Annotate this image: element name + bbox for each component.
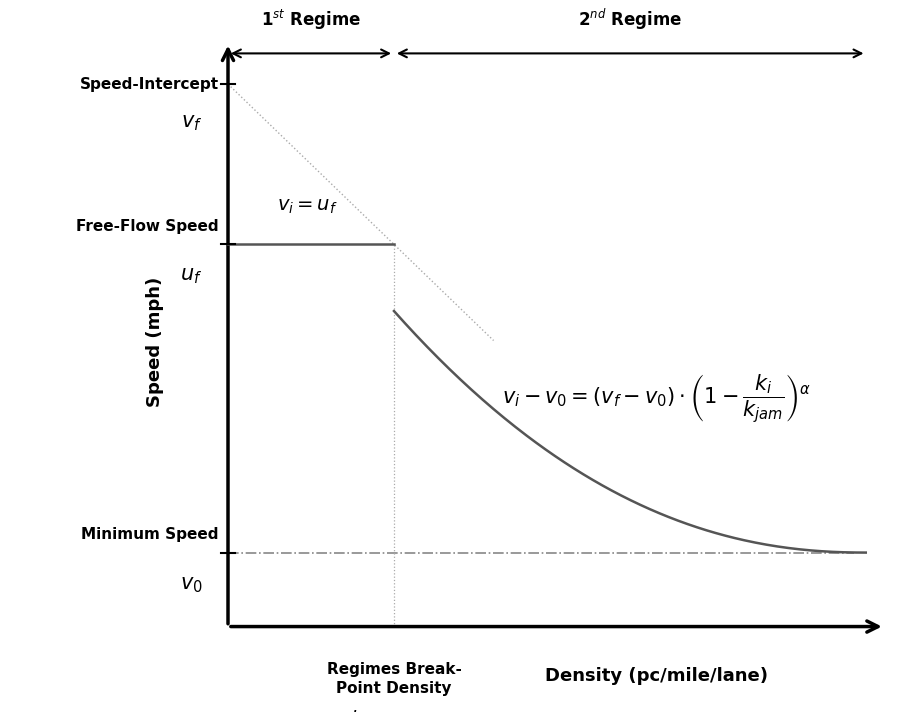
Text: 1$^{st}$ Regime: 1$^{st}$ Regime (261, 8, 361, 32)
Text: 2$^{nd}$ Regime: 2$^{nd}$ Regime (578, 7, 681, 32)
Text: $\mathit{v_i} - \mathit{v_0} = \left(\mathit{v_f} - \mathit{v_0}\right) \cdot \l: $\mathit{v_i} - \mathit{v_0} = \left(\ma… (502, 372, 810, 425)
Text: $\mathit{v_f}$: $\mathit{v_f}$ (180, 113, 202, 133)
Text: $\mathit{v_i} = \mathit{u_f}$: $\mathit{v_i} = \mathit{u_f}$ (277, 197, 338, 216)
Text: $\boldsymbol{u_f}$: $\boldsymbol{u_f}$ (180, 266, 202, 286)
Text: Regimes Break-
Point Density: Regimes Break- Point Density (326, 662, 461, 696)
Text: Minimum Speed: Minimum Speed (81, 528, 219, 543)
Text: Density (pc/mile/lane): Density (pc/mile/lane) (545, 667, 767, 686)
Text: $\mathit{k}_{breakpoint}$: $\mathit{k}_{breakpoint}$ (350, 708, 437, 712)
Text: Free-Flow Speed: Free-Flow Speed (77, 219, 219, 234)
Text: $\mathit{v_0}$: $\mathit{v_0}$ (180, 575, 202, 595)
Text: Speed-Intercept: Speed-Intercept (79, 77, 219, 92)
Text: Speed (mph): Speed (mph) (146, 277, 164, 407)
